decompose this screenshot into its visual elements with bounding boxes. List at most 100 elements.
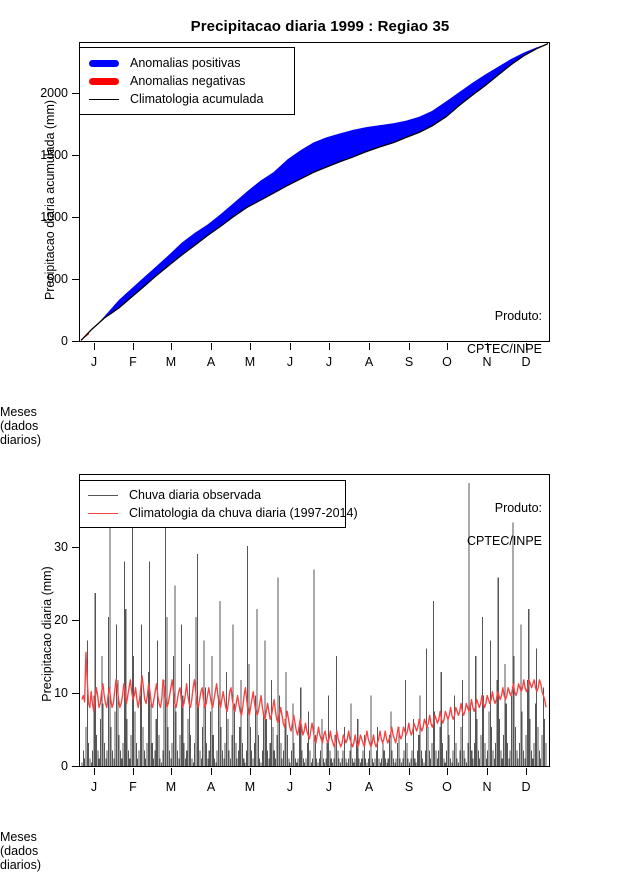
panel1-ytick-mark-4: [72, 93, 79, 94]
panel1-ytick-label-4: 2000: [40, 86, 68, 100]
panel1-xtick-label-4: M: [244, 355, 256, 369]
panel2-xtick-mark-0: [94, 768, 95, 775]
panel1-y-axis-title: Precipitacao diaria acumulada (mm): [43, 99, 57, 301]
panel1-xtick-label-7: A: [364, 355, 374, 369]
panel1-xtick-label-1: F: [129, 355, 137, 369]
panel2-ytick-mark-3: [72, 547, 79, 548]
chart-page: Precipitacao diaria 1999 : Regiao 35 Pre…: [0, 18, 550, 872]
panel2-produto-line2: CPTEC/INPE: [466, 533, 542, 548]
panel2-ytick-mark-0: [72, 766, 79, 767]
panel2-xtick-label-0: J: [90, 780, 98, 794]
panel1-legend: Anomalias positivas Anomalias negativas …: [79, 47, 295, 115]
panel1-legend-row-positive: Anomalias positivas: [87, 54, 285, 72]
panel2-plot-area: [79, 474, 550, 767]
panel2-produto-annotation: Produto: CPTEC/INPE: [430, 484, 542, 565]
panel1-xtick-label-3: A: [206, 355, 216, 369]
panel1-ytick-mark-2: [72, 217, 79, 218]
thin-black-line-icon: [87, 98, 121, 100]
panel1-ytick-mark-3: [72, 155, 79, 156]
panel2-xtick-mark-9: [447, 768, 448, 775]
panel2-plot-inner: [80, 475, 549, 766]
panel2-xtick-label-9: O: [442, 780, 452, 794]
panel1-xtick-mark-9: [447, 343, 448, 350]
thick-red-line-icon: [87, 77, 121, 85]
panel1-xtick-label-0: J: [90, 355, 98, 369]
panel1-ytick-label-2: 1000: [40, 210, 68, 224]
panel2-ytick-mark-1: [72, 693, 79, 694]
panel2-xtick-mark-5: [290, 768, 291, 775]
panel2-xtick-label-7: A: [364, 780, 374, 794]
panel1-ytick-label-0: 0: [61, 334, 68, 348]
panel2-ytick-label-0: 0: [61, 759, 68, 773]
panel2-xtick-mark-11: [526, 768, 527, 775]
panel1-xtick-label-2: M: [165, 355, 177, 369]
climatology-accumulated-line: [80, 43, 549, 341]
panel1-xtick-mark-11: [526, 343, 527, 350]
panel2-produto-line1: Produto:: [494, 501, 542, 516]
panel1-xtick-mark-7: [369, 343, 370, 350]
panel1-legend-label-climatology: Climatologia acumulada: [130, 91, 264, 106]
panel2-xtick-mark-1: [133, 768, 134, 775]
panel2-xtick-mark-8: [409, 768, 410, 775]
panel1-plot-inner: [80, 43, 549, 341]
panel1-xtick-mark-0: [94, 343, 95, 350]
panel2-xtick-label-2: M: [165, 780, 177, 794]
panel1-legend-label-positive: Anomalias positivas: [130, 55, 241, 70]
panel2-xtick-label-10: N: [482, 780, 492, 794]
panel2-xtick-label-1: F: [129, 780, 137, 794]
panel1-xtick-mark-8: [409, 343, 410, 350]
panel2-xtick-mark-4: [250, 768, 251, 775]
panel1-ytick-mark-0: [72, 341, 79, 342]
observed-daily-spikes: [81, 482, 547, 766]
panel1-xtick-label-9: O: [442, 355, 452, 369]
panel2-xtick-label-3: A: [206, 780, 216, 794]
panel1-legend-row-negative: Anomalias negativas: [87, 72, 285, 90]
panel1-xtick-label-11: D: [521, 355, 531, 369]
panel2-ytick-label-2: 20: [54, 613, 68, 627]
panel1-xtick-mark-6: [329, 343, 330, 350]
panel1-xtick-label-5: J: [286, 355, 294, 369]
panel2-xtick-label-11: D: [521, 780, 531, 794]
panel1-produto-line1: Produto:: [494, 309, 542, 324]
panel1-legend-row-climatology: Climatologia acumulada: [87, 90, 285, 108]
panel2-xtick-label-6: J: [325, 780, 333, 794]
panel2-xtick-mark-7: [369, 768, 370, 775]
panel1-xtick-label-6: J: [325, 355, 333, 369]
panel2-xtick-mark-2: [171, 768, 172, 775]
panel1-ytick-label-1: 500: [47, 272, 68, 286]
positive-anomaly-area: [81, 43, 548, 341]
panel1-xtick-label-10: N: [482, 355, 492, 369]
panel2-legend: Chuva diaria observada Climatologia da c…: [79, 480, 358, 528]
panel2-legend-row-observed: Chuva diaria observada: [86, 486, 337, 504]
panel1-ytick-label-3: 1500: [40, 148, 68, 162]
thin-red-line-icon: [86, 512, 120, 514]
thick-blue-line-icon: [87, 59, 121, 67]
panel2-ytick-label-3: 30: [54, 540, 68, 554]
panel2-ytick-label-1: 10: [54, 686, 68, 700]
panel1-xtick-label-8: S: [404, 355, 414, 369]
panel1-legend-label-negative: Anomalias negativas: [130, 73, 246, 88]
panel1-xtick-mark-4: [250, 343, 251, 350]
panel2-xtick-label-8: S: [404, 780, 414, 794]
climatology-daily-line: [81, 651, 547, 748]
panel1-xtick-mark-3: [211, 343, 212, 350]
panel2-chart-svg: [81, 482, 547, 766]
thin-gray-line-icon: [86, 494, 120, 496]
panel2-legend-row-climatology: Climatologia da chuva diaria (1997-2014): [86, 504, 358, 522]
panel1-xtick-mark-2: [171, 343, 172, 350]
panel2-xtick-mark-3: [211, 768, 212, 775]
panel1-produto-annotation: Produto: CPTEC/INPE: [430, 292, 542, 373]
panel1-xtick-mark-5: [290, 343, 291, 350]
panel1-xtick-mark-10: [487, 343, 488, 350]
panel1-ytick-mark-1: [72, 279, 79, 280]
panel2-xtick-mark-6: [329, 768, 330, 775]
panel2-legend-label-observed: Chuva diaria observada: [129, 487, 262, 502]
panel1-produto-line2: CPTEC/INPE: [466, 341, 542, 356]
page-title: Precipitacao diaria 1999 : Regiao 35: [190, 18, 450, 35]
panel2-legend-label-climatology: Climatologia da chuva diaria (1997-2014): [129, 505, 358, 520]
panel1-xtick-mark-1: [133, 343, 134, 350]
panel2-ytick-mark-2: [72, 620, 79, 621]
panel2-xtick-mark-10: [487, 768, 488, 775]
panel2-xtick-label-4: M: [244, 780, 256, 794]
panel1-chart-svg: [80, 43, 549, 341]
